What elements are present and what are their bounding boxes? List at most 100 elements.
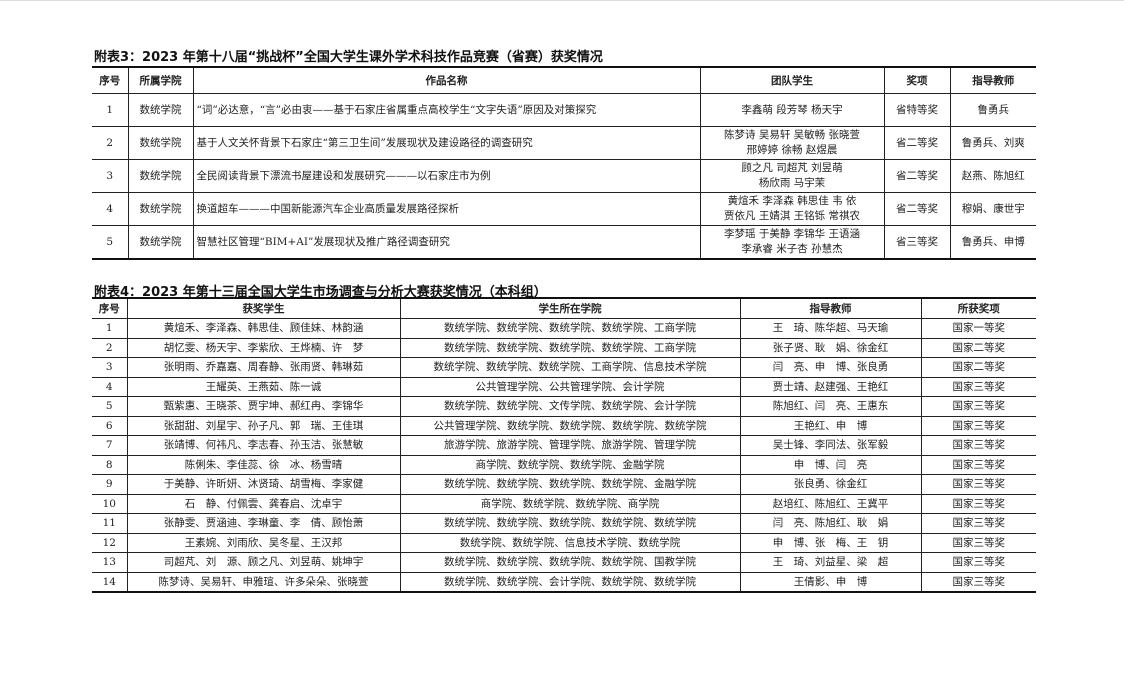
column-header: 奖项 [883, 66, 951, 94]
column-header: 指导教师 [739, 297, 922, 319]
team-students-line-1: 李梦瑶 于美静 李锦华 王语涵 [723, 228, 860, 240]
table-row: 12 王素婉、刘雨欣、吴冬星、王汉邦 数统学院、数统学院、信息技术学院、数统学院申 … [92, 532, 1036, 553]
team-students-cell: 李鑫萌 段芳琴 杨天宇 [699, 93, 885, 127]
students-cell: 胡忆雯、杨天宇、李紫欣、王烨楠、许 梦 [126, 337, 401, 358]
team-students-cell: 黄煊禾 李泽森 韩思佳 韦 依贾依凡 王婧淇 王铭铄 常祺农 [699, 192, 885, 226]
table4-market-survey-awards: 序号 获奖学生 学生所在学院 指导教师 所获奖项 1 黄煊禾、李泽森、韩思佳、顾佳妹、林韵… [92, 297, 1036, 593]
table-row: 5 数统学院 智慧社区管理“BIM+AI”发展现状及推广路径调查研究 李梦瑶 于美静 … [92, 225, 1036, 260]
college-cell: 数统学院 [127, 126, 194, 160]
award-cell: 国家三等奖 [920, 513, 1036, 534]
project-name-cell: “词”必达意，“言”必由衷——基于石家庄省属重点高校学生“文字失语”原因及对策探… [192, 93, 701, 127]
table-row: 8 陈俐朱、李佳蕊、徐 冰、杨雪晴 商学院、数统学院、数统学院、金融学院申 博、闫 … [92, 454, 1036, 475]
award-cell: 国家三等奖 [920, 493, 1036, 514]
team-students-line-1: 陈梦诗 吴易轩 吴敏畅 张晓萱 [723, 129, 860, 141]
award-cell: 国家一等奖 [920, 318, 1036, 339]
table-row: 10 石 静、付佩雲、龚春启、沈卓宇 商学院、数统学院、数统学院、商学院 赵培红、陈旭… [92, 493, 1036, 514]
table-row: 1 黄煊禾、李泽森、韩思佳、顾佳妹、林韵涵 数统学院、数统学院、数统学院、数统学院、… [92, 318, 1036, 339]
advisors-cell: 申 博、闫 亮 [739, 454, 922, 475]
row-number: 6 [92, 415, 128, 436]
award-cell: 省二等奖 [883, 159, 951, 193]
row-number: 9 [92, 474, 128, 495]
column-header: 指导教师 [949, 66, 1036, 94]
table-row: 5 甄紫惠、王晓茶、贾宇坤、郝红冉、李锦华 数统学院、数统学院、文传学院、数统学院、… [92, 396, 1036, 417]
students-cell: 张靖博、何祎凡、李志春、孙玉洁、张慧敏 [126, 435, 401, 456]
team-students-line-1: 李鑫萌 段芳琴 杨天宇 [741, 103, 843, 116]
award-cell: 国家二等奖 [920, 337, 1036, 358]
colleges-cell: 公共管理学院、数统学院、数统学院、数统学院、数统学院 [399, 415, 741, 436]
students-cell: 王耀英、王燕茹、陈一诚 [126, 376, 401, 397]
advisor-cell: 鲁勇兵、刘爽 [949, 126, 1036, 160]
table-row: 4 数统学院 换道超车———中国新能源汽车企业高质量发展路径探析 黄煊禾 李泽森 韩思… [92, 192, 1036, 226]
award-cell: 国家三等奖 [920, 552, 1036, 573]
table-row: 4 王耀英、王燕茹、陈一诚 公共管理学院、公共管理学院、会计学院 贾士靖、赵建强、王艳… [92, 376, 1036, 397]
students-cell: 张明雨、乔嘉嘉、周春静、张雨贤、韩琳茹 [126, 357, 401, 378]
students-cell: 司超芃、刘 源、顾之凡、刘昱萌、姚坤宇 [126, 552, 401, 573]
row-number: 14 [92, 571, 128, 593]
advisors-cell: 王倩影、申 博 [739, 571, 922, 593]
advisors-cell: 赵培红、陈旭红、王冀平 [739, 493, 922, 514]
colleges-cell: 商学院、数统学院、数统学院、商学院 [399, 493, 741, 514]
colleges-cell: 商学院、数统学院、数统学院、金融学院 [399, 454, 741, 475]
advisors-cell: 申 博、张 梅、王 钥 [739, 532, 922, 553]
advisors-cell: 闫 亮、陈旭红、耿 娟 [739, 513, 922, 534]
award-cell: 国家三等奖 [920, 435, 1036, 456]
award-cell: 省二等奖 [883, 192, 951, 226]
table-row: 2 数统学院 基于人文关怀背景下石家庄“第三卫生间”发展现状及建设路径的调查研究 陈梦… [92, 126, 1036, 160]
row-number: 4 [92, 192, 129, 226]
row-number: 5 [92, 396, 128, 417]
row-number: 11 [92, 513, 128, 534]
colleges-cell: 旅游学院、旅游学院、管理学院、旅游学院、管理学院 [399, 435, 741, 456]
award-cell: 国家三等奖 [920, 396, 1036, 417]
table-row: 6 张甜甜、刘星宇、孙子凡、郭 瑞、王佳琪 公共管理学院、数统学院、数统学院、数统学… [92, 415, 1036, 436]
award-cell: 省二等奖 [883, 126, 951, 160]
table-row: 14 陈梦诗、吴易轩、申雅瑄、许多朵朵、张晓萱 数统学院、数统学院、会计学院、数统学… [92, 571, 1036, 593]
advisor-cell: 赵燕、陈旭红 [949, 159, 1036, 193]
students-cell: 石 静、付佩雲、龚春启、沈卓宇 [126, 493, 401, 514]
team-students-line-1: 黄煊禾 李泽森 韩思佳 韦 依 [727, 195, 857, 207]
advisor-cell: 鲁勇兵 [949, 93, 1036, 127]
team-students-cell: 陈梦诗 吴易轩 吴敏畅 张晓萱 邢婷婷 徐畅 赵煜晨 [699, 126, 885, 160]
advisors-cell: 王 琦、陈华超、马天瑜 [739, 318, 922, 339]
table-row: 13 司超芃、刘 源、顾之凡、刘昱萌、姚坤宇 数统学院、数统学院、数统学院、数统学院… [92, 552, 1036, 573]
award-cell: 省三等奖 [883, 225, 951, 260]
students-cell: 黄煊禾、李泽森、韩思佳、顾佳妹、林韵涵 [126, 318, 401, 339]
table-row: 3 张明雨、乔嘉嘉、周春静、张雨贤、韩琳茹 数统学院、数统学院、数统学院、工商学院、… [92, 357, 1036, 378]
colleges-cell: 数统学院、数统学院、数统学院、数统学院、工商学院 [399, 318, 741, 339]
team-students-line-2: 邢婷婷 徐畅 赵煜晨 [746, 144, 838, 156]
table3-challenge-cup-awards: 序号 所属学院 作品名称 团队学生 奖项 指导教师 1 数统学院 “词”必达意，“言”必由衷—… [92, 66, 1036, 260]
award-cell: 省特等奖 [883, 93, 951, 127]
column-header: 序号 [92, 66, 129, 94]
award-cell: 国家三等奖 [920, 454, 1036, 475]
advisors-cell: 陈旭红、闫 亮、王惠东 [739, 396, 922, 417]
project-name-cell: 全民阅读背景下漂流书屋建设和发展研究———以石家庄市为例 [192, 159, 701, 193]
colleges-cell: 数统学院、数统学院、会计学院、数统学院、数统学院 [399, 571, 741, 593]
project-name-cell: 智慧社区管理“BIM+AI”发展现状及推广路径调查研究 [192, 225, 701, 260]
award-cell: 国家三等奖 [920, 376, 1036, 397]
table-row: 3 数统学院 全民阅读背景下漂流书屋建设和发展研究———以石家庄市为例 顾之凡 司超芃… [92, 159, 1036, 193]
colleges-cell: 数统学院、数统学院、数统学院、工商学院、信息技术学院 [399, 357, 741, 378]
column-header: 序号 [92, 297, 128, 319]
column-header: 学生所在学院 [399, 297, 741, 319]
row-number: 3 [92, 357, 128, 378]
college-cell: 数统学院 [127, 192, 194, 226]
column-header: 所获奖项 [920, 297, 1036, 319]
team-students-line-2: 李承睿 米子杏 孙慧杰 [741, 243, 843, 255]
advisors-cell: 张良勇、徐金红 [739, 474, 922, 495]
colleges-cell: 数统学院、数统学院、文传学院、数统学院、会计学院 [399, 396, 741, 417]
team-students-line-2: 贾依凡 王婧淇 王铭铄 常祺农 [723, 210, 860, 222]
colleges-cell: 数统学院、数统学院、数统学院、数统学院、国教学院 [399, 552, 741, 573]
table-row: 2 胡忆雯、杨天宇、李紫欣、王烨楠、许 梦数统学院、数统学院、数统学院、数统学院、… [92, 337, 1036, 358]
award-cell: 国家三等奖 [920, 571, 1036, 593]
students-cell: 甄紫惠、王晓茶、贾宇坤、郝红冉、李锦华 [126, 396, 401, 417]
team-students-line-2: 杨欣雨 马宇茉 [758, 177, 826, 189]
award-cell: 国家三等奖 [920, 474, 1036, 495]
advisors-cell: 王 琦、刘益星、梁 超 [739, 552, 922, 573]
award-cell: 国家二等奖 [920, 357, 1036, 378]
team-students-cell: 李梦瑶 于美静 李锦华 王语涵 李承睿 米子杏 孙慧杰 [699, 225, 885, 260]
row-number: 5 [92, 225, 129, 260]
team-students-cell: 顾之凡 司超芃 刘昱萌 杨欣雨 马宇茉 [699, 159, 885, 193]
project-name-cell: 基于人文关怀背景下石家庄“第三卫生间”发展现状及建设路径的调查研究 [192, 126, 701, 160]
advisors-cell: 贾士靖、赵建强、王艳红 [739, 376, 922, 397]
students-cell: 于美静、许昕妍、沐贤琦、胡雪梅、李家健 [126, 474, 401, 495]
column-header: 团队学生 [699, 66, 885, 94]
